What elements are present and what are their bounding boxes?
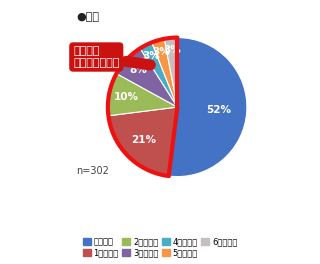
Wedge shape	[116, 48, 177, 107]
Text: 52%: 52%	[206, 105, 231, 115]
Wedge shape	[169, 37, 247, 177]
Text: 3%: 3%	[153, 47, 170, 57]
Text: 3%: 3%	[163, 45, 181, 55]
Wedge shape	[164, 37, 177, 107]
Legend: ほぼなし, 1時間程度, 2時間程度, 3時間程度, 4時間程度, 5時間程度, 6時間程度: ほぼなし, 1時間程度, 2時間程度, 3時間程度, 4時間程度, 5時間程度,…	[79, 234, 241, 261]
Text: 3%: 3%	[143, 51, 160, 61]
Wedge shape	[108, 74, 177, 116]
Text: 21%: 21%	[132, 135, 156, 145]
Text: n=302: n=302	[76, 166, 109, 176]
Wedge shape	[152, 39, 177, 107]
Wedge shape	[108, 107, 177, 176]
Text: 8%: 8%	[129, 65, 147, 75]
Text: 約半数は
仕事をしている: 約半数は 仕事をしている	[73, 46, 150, 68]
Wedge shape	[140, 43, 177, 107]
Text: 10%: 10%	[114, 92, 139, 102]
Text: ●全体: ●全体	[76, 12, 100, 22]
